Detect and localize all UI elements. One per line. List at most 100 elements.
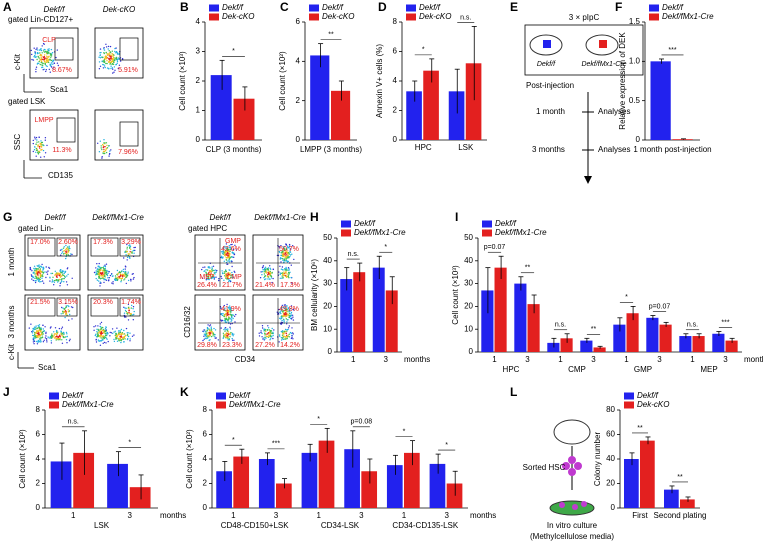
bar: [646, 317, 659, 352]
percent: 17.3%: [93, 239, 113, 246]
x-axis-label: CLP (3 months): [206, 145, 262, 154]
event-dot: [34, 334, 36, 336]
event-dot: [229, 246, 232, 248]
event-dot: [99, 48, 102, 50]
event-dot: [60, 328, 63, 330]
event-dot: [108, 53, 110, 55]
event-dot: [271, 271, 273, 274]
y-tick-label: 4: [393, 76, 398, 85]
y-tick-label: 2: [393, 106, 398, 115]
event-dot: [32, 279, 34, 282]
percent: 27.2%: [255, 342, 275, 349]
event-dot: [104, 336, 106, 338]
event-dot: [34, 54, 36, 57]
event-dot: [204, 331, 207, 333]
event-dot: [124, 278, 126, 280]
event-dot: [115, 57, 118, 60]
bar: [679, 336, 692, 352]
event-dot: [44, 137, 47, 139]
event-dot: [45, 266, 47, 268]
event-dot: [62, 335, 65, 338]
event-dot: [123, 341, 125, 343]
panel-letter: I: [455, 210, 458, 224]
event-dot: [42, 62, 44, 65]
event-dot: [208, 325, 211, 327]
y-tick-label: 60: [606, 430, 615, 439]
population-label: MEP: [199, 274, 215, 281]
event-dot: [99, 54, 102, 56]
bar: [692, 336, 705, 352]
event-dot: [34, 56, 36, 58]
event-dot: [289, 245, 291, 247]
bar: [361, 471, 378, 508]
event-dot: [223, 253, 226, 255]
significance: *: [445, 442, 448, 449]
event-dot: [227, 260, 229, 262]
x-tick-label: Second plating: [654, 511, 707, 520]
event-dot: [229, 257, 231, 259]
significance: n.s.: [555, 322, 566, 329]
event-dot: [286, 321, 288, 323]
event-dot: [279, 323, 282, 325]
event-dot: [270, 274, 272, 277]
event-dot: [119, 273, 122, 275]
event-dot: [66, 246, 69, 248]
event-dot: [270, 268, 272, 270]
event-dot: [99, 140, 102, 142]
event-dot: [106, 269, 108, 272]
group-label: CD34-LSK: [321, 521, 360, 530]
event-dot: [96, 332, 99, 334]
event-dot: [229, 280, 232, 283]
event-dot: [232, 252, 235, 255]
event-dot: [55, 276, 58, 278]
event-dot: [32, 327, 34, 330]
event-dot: [97, 330, 100, 332]
event-dot: [229, 274, 231, 276]
event-dot: [230, 275, 232, 277]
event-dot: [48, 68, 50, 71]
event-dot: [127, 303, 130, 306]
event-dot: [125, 254, 127, 256]
event-dot: [32, 150, 34, 153]
event-dot: [292, 309, 295, 311]
event-dot: [226, 246, 228, 249]
label: Dek-cKO: [103, 5, 135, 14]
event-dot: [53, 62, 56, 64]
event-dot: [208, 333, 211, 335]
event-dot: [43, 330, 45, 332]
event-dot: [285, 269, 288, 271]
event-dot: [110, 58, 112, 60]
event-dot: [228, 339, 230, 341]
legend-swatch: [624, 392, 634, 400]
event-dot: [41, 275, 43, 277]
event-dot: [40, 338, 42, 340]
event-dot: [210, 326, 212, 328]
event-dot: [49, 59, 51, 61]
event-dot: [258, 332, 260, 334]
y-axis-label: Cell count (×10³): [178, 51, 187, 111]
y-axis-label: Colony number: [593, 432, 602, 487]
bar: [216, 471, 232, 508]
event-dot: [233, 253, 236, 255]
event-dot: [289, 254, 292, 256]
event-dot: [55, 338, 58, 340]
event-dot: [286, 329, 288, 331]
event-dot: [211, 268, 213, 271]
event-dot: [49, 53, 52, 55]
event-dot: [104, 269, 107, 271]
event-dot: [36, 268, 39, 270]
event-dot: [227, 328, 229, 330]
y-tick-label: 4: [36, 454, 41, 463]
event-dot: [103, 337, 106, 340]
event-dot: [33, 265, 36, 267]
event-dot: [47, 336, 49, 338]
label: Analyses: [598, 145, 630, 154]
event-dot: [63, 308, 66, 310]
legend-swatch: [341, 229, 351, 237]
event-dot: [117, 334, 119, 336]
event-dot: [60, 271, 62, 274]
event-dot: [267, 271, 269, 274]
y-tick-label: 20: [323, 302, 332, 311]
x-tick-label: 1: [402, 511, 407, 520]
